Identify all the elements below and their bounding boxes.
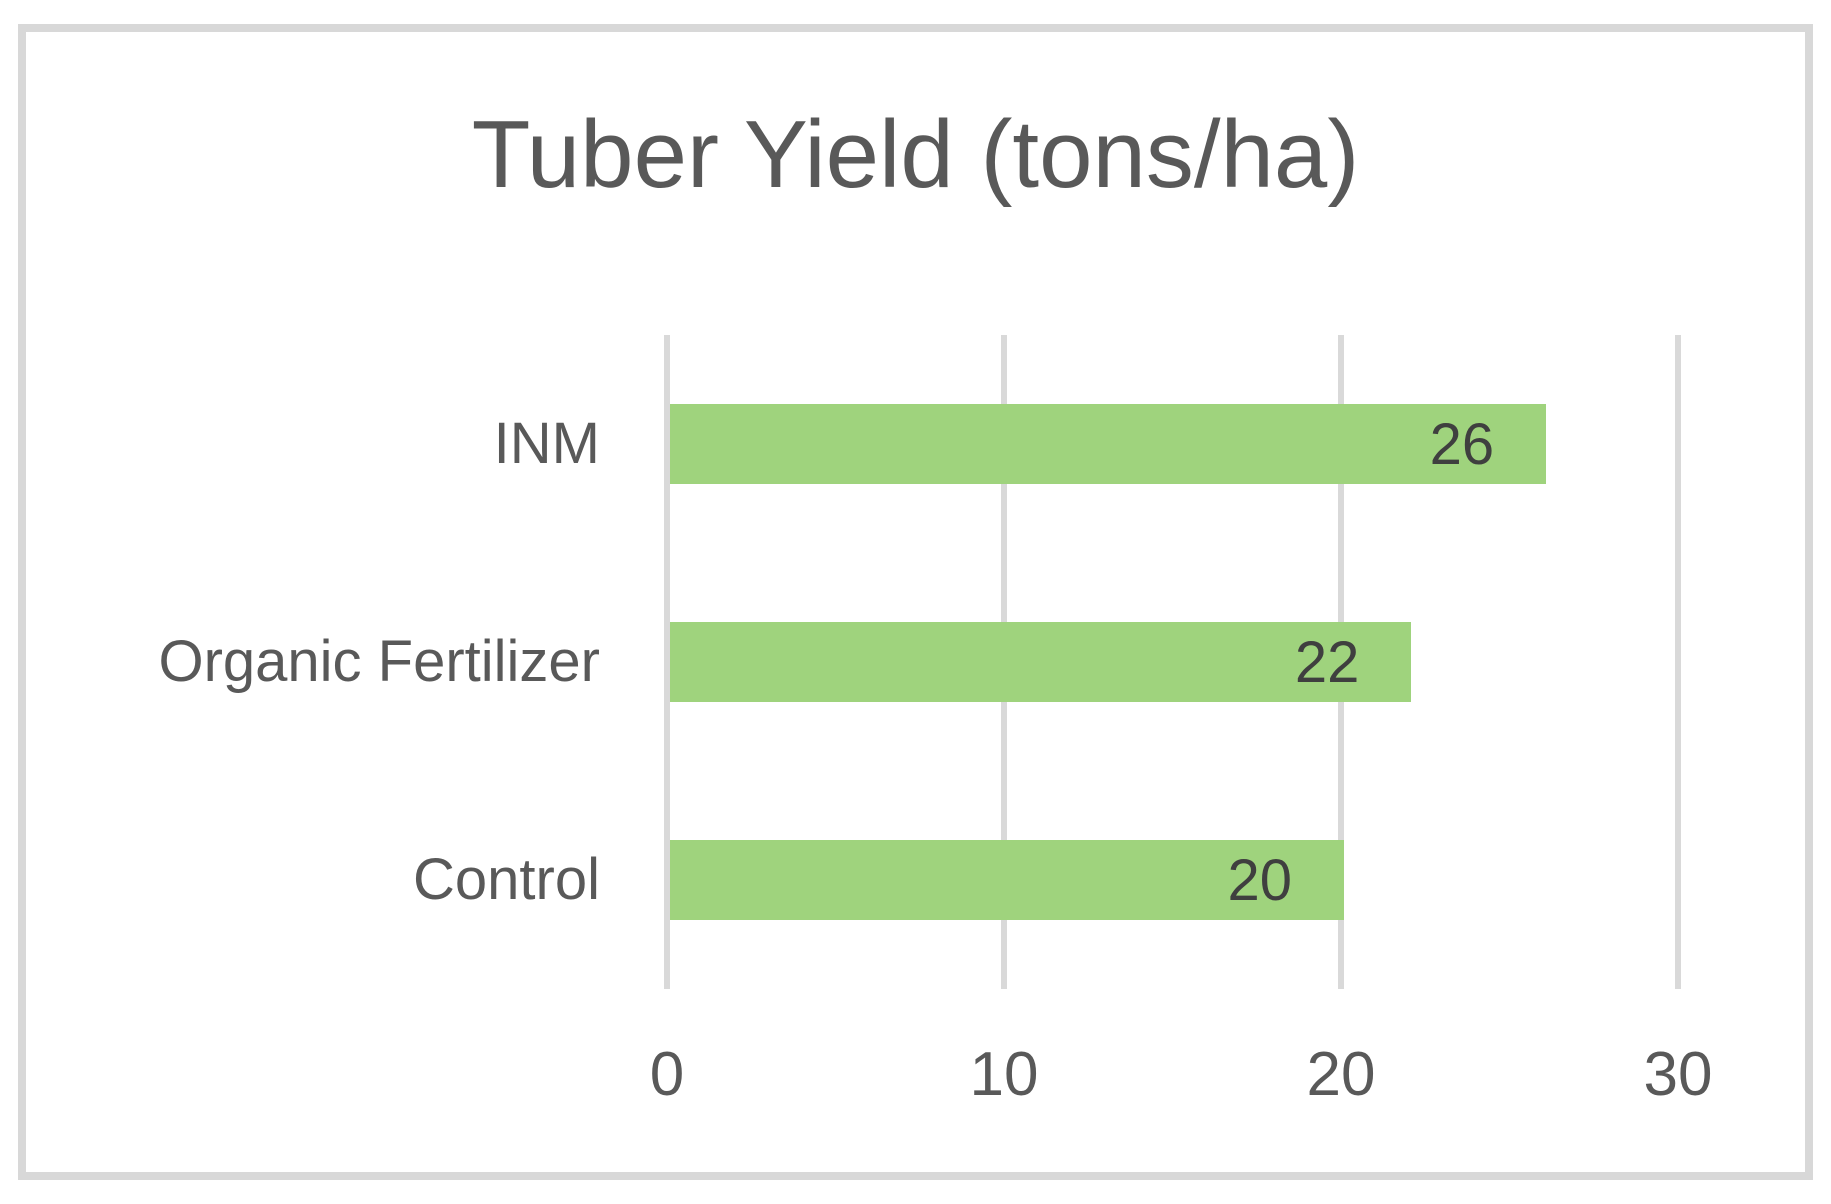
gridline-30 [1675, 335, 1681, 989]
bar-control: 20 [670, 840, 1344, 920]
x-axis-tick-20: 20 [1306, 1040, 1376, 1109]
bar-value-label: 22 [1294, 630, 1360, 695]
bar-inm: 26 [670, 404, 1547, 484]
category-label-inm: INM [493, 411, 600, 476]
x-axis-tick-30: 30 [1643, 1040, 1713, 1109]
bar-organic-fertilizer: 22 [670, 622, 1412, 702]
plot-area: 26 22 20 [664, 335, 1681, 989]
bar-value-label: 20 [1227, 848, 1292, 913]
chart-frame [18, 24, 1813, 1180]
x-axis-tick-0: 0 [649, 1040, 685, 1109]
chart-title: Tuber Yield (tons/ha) [471, 101, 1360, 208]
category-label-organic-fertilizer: Organic Fertilizer [158, 629, 600, 694]
x-axis-tick-10: 10 [969, 1040, 1039, 1109]
bar-value-label: 26 [1429, 412, 1495, 477]
gridline-0 [664, 335, 670, 989]
category-label-control: Control [413, 847, 600, 912]
